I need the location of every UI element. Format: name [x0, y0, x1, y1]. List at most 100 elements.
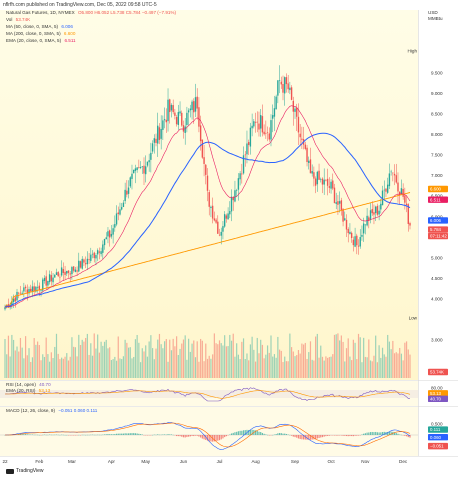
candle	[155, 133, 157, 147]
macd-histogram-bar	[354, 435, 356, 436]
candle	[399, 191, 401, 205]
volume-bar	[218, 340, 221, 378]
candle	[213, 211, 216, 222]
candle	[102, 240, 104, 260]
candle	[157, 112, 159, 157]
rsi-ema-line	[5, 390, 411, 399]
candle-body	[290, 87, 293, 100]
volume-bar	[383, 354, 385, 378]
candle	[385, 187, 387, 197]
candle-body	[50, 275, 53, 282]
legend-macd-label: MACD (12, 26, close, 9)	[6, 408, 56, 413]
candle	[275, 94, 277, 110]
candle	[296, 103, 298, 132]
legend-ma200-label: MA (200, close, 0, SMA, 5)	[6, 31, 61, 36]
candle	[407, 203, 409, 232]
candle	[242, 146, 245, 175]
candle-body	[261, 116, 264, 133]
macd-histogram-bar	[225, 435, 227, 437]
macd-histogram-bar	[280, 433, 282, 435]
candle-body	[54, 274, 56, 278]
volume-bar	[248, 360, 250, 378]
candle-body	[60, 267, 63, 276]
candle	[177, 104, 180, 130]
candle	[404, 187, 406, 210]
volume-bar	[289, 333, 291, 378]
price-tick-label: 4.500	[431, 276, 443, 281]
volume-bar	[215, 343, 217, 378]
volume-bar	[206, 358, 209, 378]
legend-ma50-value: 6.006	[61, 24, 73, 29]
candle-body	[340, 200, 343, 211]
candle-body	[162, 120, 164, 130]
candle-body	[242, 155, 245, 174]
high-label: High	[408, 49, 418, 54]
volume-bar	[24, 336, 27, 378]
high-tag-bg	[428, 47, 448, 55]
volume-bar	[220, 343, 222, 378]
candle-body	[318, 170, 320, 180]
volume-bar	[163, 341, 166, 378]
legend-rsi-label: RSI (14, open)	[6, 382, 36, 387]
candle	[206, 168, 209, 202]
macd-histogram-bar	[342, 435, 344, 436]
macd-histogram-bar	[376, 432, 378, 435]
volume-bar	[205, 343, 207, 378]
low-tag-bg	[428, 314, 448, 322]
macd-histogram-bar	[141, 434, 143, 435]
legend-rsi-ema: EMA (20, RSI) 53.13	[6, 388, 50, 393]
candle-body	[179, 111, 181, 114]
candle	[220, 227, 222, 245]
candle-body	[337, 201, 339, 205]
candle	[136, 167, 138, 173]
macd-pane-bg	[0, 407, 418, 456]
macd-histogram-bar	[256, 430, 258, 435]
candle-body	[325, 179, 327, 181]
macd-histogram-bar	[103, 434, 106, 435]
volume-bar	[210, 358, 212, 378]
candle-body	[344, 218, 346, 221]
candle-body	[66, 270, 68, 274]
volume-bar	[189, 351, 191, 378]
volume-bar	[375, 335, 377, 378]
footer-brand[interactable]: TradingView	[16, 468, 44, 474]
volume-bar	[42, 354, 44, 378]
candle	[294, 105, 296, 119]
volume-bar	[198, 361, 200, 378]
legend-vol-label: Vol	[6, 17, 13, 22]
macd-a-tag-bg	[428, 426, 448, 433]
volume-bar	[196, 341, 198, 378]
candle	[313, 166, 315, 187]
volume-bar	[311, 359, 313, 378]
macd-histogram-bar	[409, 435, 411, 438]
candle	[184, 118, 186, 145]
candle	[148, 153, 150, 172]
volume-bar	[121, 359, 123, 378]
volume-bar	[194, 357, 197, 378]
ma200-tag: 6.600	[430, 187, 442, 192]
candle-body	[294, 108, 296, 112]
volume-bar	[268, 352, 270, 378]
macd-histogram-bar	[390, 431, 392, 435]
candle	[376, 203, 379, 217]
volume-bar	[208, 355, 210, 378]
candle	[31, 280, 34, 298]
macd-histogram-bar	[407, 435, 409, 438]
macd-histogram-bar	[313, 435, 315, 440]
macd-histogram-bar	[375, 431, 377, 435]
candle-body	[14, 297, 16, 302]
candle	[33, 282, 35, 296]
candle	[332, 173, 334, 191]
candle	[215, 218, 217, 225]
candle	[45, 270, 47, 291]
rsi-ema-tag: 53.13	[430, 391, 442, 396]
volume-bar	[309, 341, 312, 378]
macd-histogram-bar	[127, 433, 130, 435]
candle	[114, 215, 116, 232]
macd-histogram-bar	[169, 434, 171, 435]
macd-histogram-bar	[114, 434, 116, 435]
candle-body	[237, 178, 240, 190]
volume-bar	[73, 346, 75, 378]
candle	[28, 286, 30, 296]
